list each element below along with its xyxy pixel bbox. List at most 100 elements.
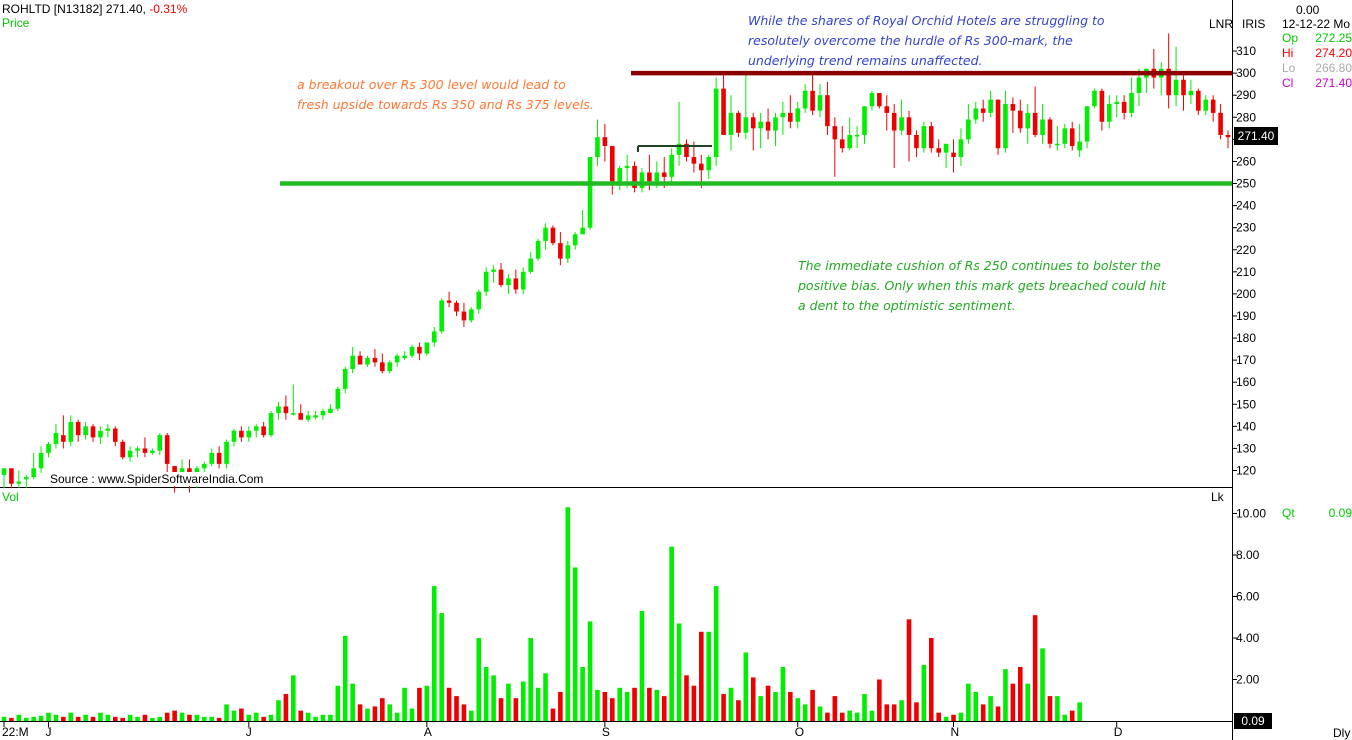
ohlc-label: Lo	[1282, 61, 1296, 75]
candle	[261, 421, 266, 438]
candle	[550, 225, 556, 246]
candle-body	[61, 435, 66, 442]
candle-body	[498, 269, 504, 286]
candle-body	[565, 245, 571, 259]
candle	[31, 452, 36, 480]
volume-bar	[439, 613, 444, 721]
candle	[706, 154, 712, 180]
candle-body	[550, 227, 556, 244]
time-tick-label: 22:M	[2, 725, 29, 739]
candle-body	[721, 88, 726, 135]
volume-bar	[580, 667, 585, 721]
candle-body	[595, 137, 600, 158]
price-tick-label: 250	[1236, 177, 1256, 191]
candle	[862, 106, 867, 144]
volume-bar	[120, 717, 125, 721]
candle	[795, 101, 801, 129]
volume-bar	[491, 675, 496, 721]
price-tick-label: 200	[1236, 287, 1256, 301]
volume-bar	[980, 704, 986, 721]
candle	[469, 307, 474, 323]
candle-body	[1107, 104, 1112, 122]
volume-bar	[713, 586, 719, 721]
candle-body	[1099, 90, 1105, 122]
candle-body	[1173, 79, 1179, 96]
candle	[120, 439, 125, 460]
period-label: Dly	[1333, 726, 1351, 740]
volume-bar	[1025, 683, 1031, 721]
candle	[847, 117, 852, 151]
candle-body	[1017, 110, 1023, 129]
candle	[431, 327, 437, 347]
volume-bar	[483, 667, 489, 721]
candle	[825, 81, 830, 135]
volume-bar	[246, 714, 252, 721]
candle	[1077, 123, 1082, 158]
candle	[112, 426, 118, 447]
candle-body	[283, 406, 289, 414]
candle-body	[684, 143, 689, 158]
candle-body	[372, 357, 378, 363]
candle	[558, 232, 563, 266]
price-tick-label: 230	[1236, 221, 1256, 235]
candle	[788, 95, 793, 129]
volume-bar	[365, 708, 370, 721]
candle-body	[90, 426, 96, 438]
candle-body	[335, 388, 341, 409]
candle-body	[53, 432, 59, 445]
candle	[142, 437, 148, 458]
volume-bar	[587, 621, 593, 721]
candle	[884, 95, 890, 131]
volume-bar	[402, 687, 407, 721]
candle	[402, 351, 407, 361]
source-credit: Source : www.SpiderSoftwareIndia.Com	[50, 472, 264, 486]
candle	[9, 468, 14, 489]
candle	[357, 351, 363, 365]
candle-body	[357, 355, 363, 365]
candle	[1218, 104, 1223, 140]
volume-bar	[669, 546, 674, 721]
volume-bar	[543, 673, 548, 721]
price-tick-label: 260	[1236, 154, 1256, 168]
volume-bar	[602, 691, 608, 721]
candle-body	[380, 362, 385, 372]
candle	[543, 223, 548, 250]
volume-bar	[506, 683, 511, 721]
volume-bar	[291, 675, 296, 721]
volume-bar	[758, 696, 763, 721]
candle-body	[105, 428, 111, 431]
volume-bar	[105, 714, 111, 721]
volume-bar	[498, 698, 504, 721]
candle	[1025, 104, 1031, 144]
price-tick-label: 140	[1236, 419, 1256, 433]
candle-body	[446, 300, 452, 303]
candle	[602, 123, 608, 162]
candle-body	[676, 143, 682, 155]
ohlc-label: Cl	[1282, 76, 1294, 90]
volume-bar	[409, 708, 415, 721]
candle-body	[847, 134, 852, 149]
candle-body	[832, 126, 838, 140]
candle	[417, 342, 422, 361]
ohlc-row-hi: Hi 274.20	[1282, 46, 1352, 60]
candle-body	[854, 134, 860, 137]
candle	[1173, 46, 1179, 107]
volume-bar	[1010, 683, 1016, 721]
candle-body	[1055, 143, 1060, 146]
candle	[157, 432, 163, 456]
candle-body	[305, 415, 311, 420]
volume-bar	[31, 716, 36, 721]
volume-bar	[572, 567, 578, 721]
candle	[609, 145, 615, 195]
candle-body	[298, 413, 304, 420]
volume-bar	[179, 712, 185, 721]
time-tick-label: D	[1114, 725, 1123, 739]
candle-body	[802, 90, 808, 109]
candle	[313, 410, 318, 420]
candle-body	[891, 112, 897, 131]
candle	[513, 269, 519, 294]
candle	[1225, 130, 1231, 149]
candle-body	[1129, 93, 1134, 113]
volume-bar	[454, 696, 459, 721]
